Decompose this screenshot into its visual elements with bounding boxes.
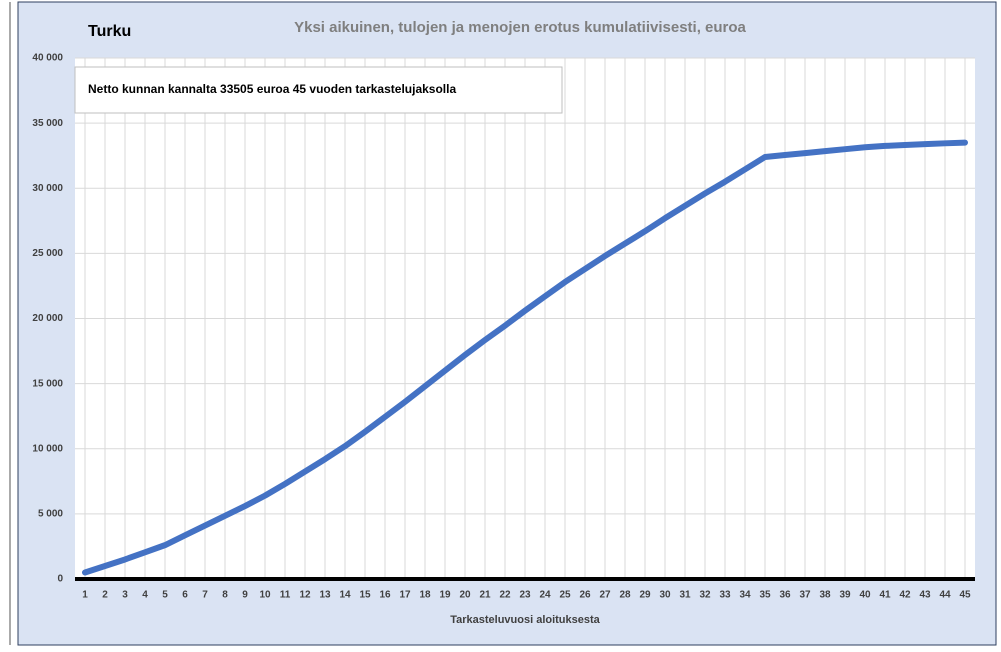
x-tick-label: 39 — [839, 590, 851, 601]
x-tick-label: 32 — [699, 590, 711, 601]
x-tick-label: 17 — [399, 590, 411, 601]
x-tick-label: 36 — [779, 590, 791, 601]
x-tick-label: 37 — [799, 590, 811, 601]
chart-title: Yksi aikuinen, tulojen ja menojen erotus… — [294, 19, 746, 36]
x-axis-label: Tarkasteluvuosi aloituksesta — [450, 614, 600, 626]
x-tick-label: 2 — [102, 590, 108, 601]
x-tick-label: 25 — [559, 590, 571, 601]
x-tick-label: 9 — [242, 590, 248, 601]
x-tick-label: 3 — [122, 590, 128, 601]
y-tick-label: 10 000 — [32, 443, 63, 454]
x-tick-label: 12 — [299, 590, 311, 601]
x-tick-label: 45 — [959, 590, 971, 601]
x-tick-label: 5 — [162, 590, 168, 601]
y-tick-label: 15 000 — [32, 378, 63, 389]
x-tick-label: 4 — [142, 590, 148, 601]
location: Turku — [88, 23, 131, 40]
x-tick-label: 13 — [319, 590, 331, 601]
y-tick-label: 5 000 — [38, 509, 63, 520]
annotation-box — [74, 66, 563, 114]
x-tick-label: 8 — [222, 590, 228, 601]
x-tick-label: 1 — [82, 590, 88, 601]
x-tick-label: 23 — [519, 590, 531, 601]
x-tick-label: 6 — [182, 590, 188, 601]
y-tick-label: 30 000 — [32, 183, 63, 194]
data-line — [82, 139, 968, 576]
y-tick-label: 25 000 — [32, 248, 63, 259]
y-tick-label: 0 — [57, 574, 63, 585]
x-tick-label: 41 — [879, 590, 891, 601]
x-tick-label: 31 — [679, 590, 691, 601]
x-tick-label: 34 — [739, 590, 751, 601]
x-tick-label: 19 — [439, 590, 451, 601]
x-tick-label: 35 — [759, 590, 771, 601]
x-tick-label: 27 — [599, 590, 611, 601]
x-tick-label: 21 — [479, 590, 491, 601]
x-tick-label: 15 — [359, 590, 371, 601]
x-tick-label: 20 — [459, 590, 471, 601]
x-tick-label: 10 — [259, 590, 271, 601]
x-tick-label: 30 — [659, 590, 671, 601]
x-tick-label: 40 — [859, 590, 871, 601]
x-tick-label: 18 — [419, 590, 431, 601]
x-tick-label: 42 — [899, 590, 911, 601]
x-tick-label: 22 — [499, 590, 511, 601]
x-tick-label: 14 — [339, 590, 351, 601]
y-tick-label: 20 000 — [32, 313, 63, 324]
y-tick-label: 40 000 — [32, 53, 63, 64]
x-tick-label: 11 — [280, 590, 291, 601]
annotation: Netto kunnan kannalta 33505 euroa 45 vuo… — [88, 82, 456, 96]
x-tick-label: 7 — [202, 590, 208, 601]
x-tick-label: 16 — [379, 590, 391, 601]
x-tick-label: 44 — [939, 590, 951, 601]
x-tick-label: 28 — [619, 590, 631, 601]
x-tick-label: 33 — [719, 590, 731, 601]
x-tick-label: 38 — [819, 590, 831, 601]
y-tick-label: 35 000 — [32, 118, 63, 129]
x-tick-label: 29 — [639, 590, 651, 601]
x-tick-label: 43 — [919, 590, 931, 601]
x-tick-label: 24 — [539, 590, 551, 601]
x-tick-label: 26 — [579, 590, 591, 601]
